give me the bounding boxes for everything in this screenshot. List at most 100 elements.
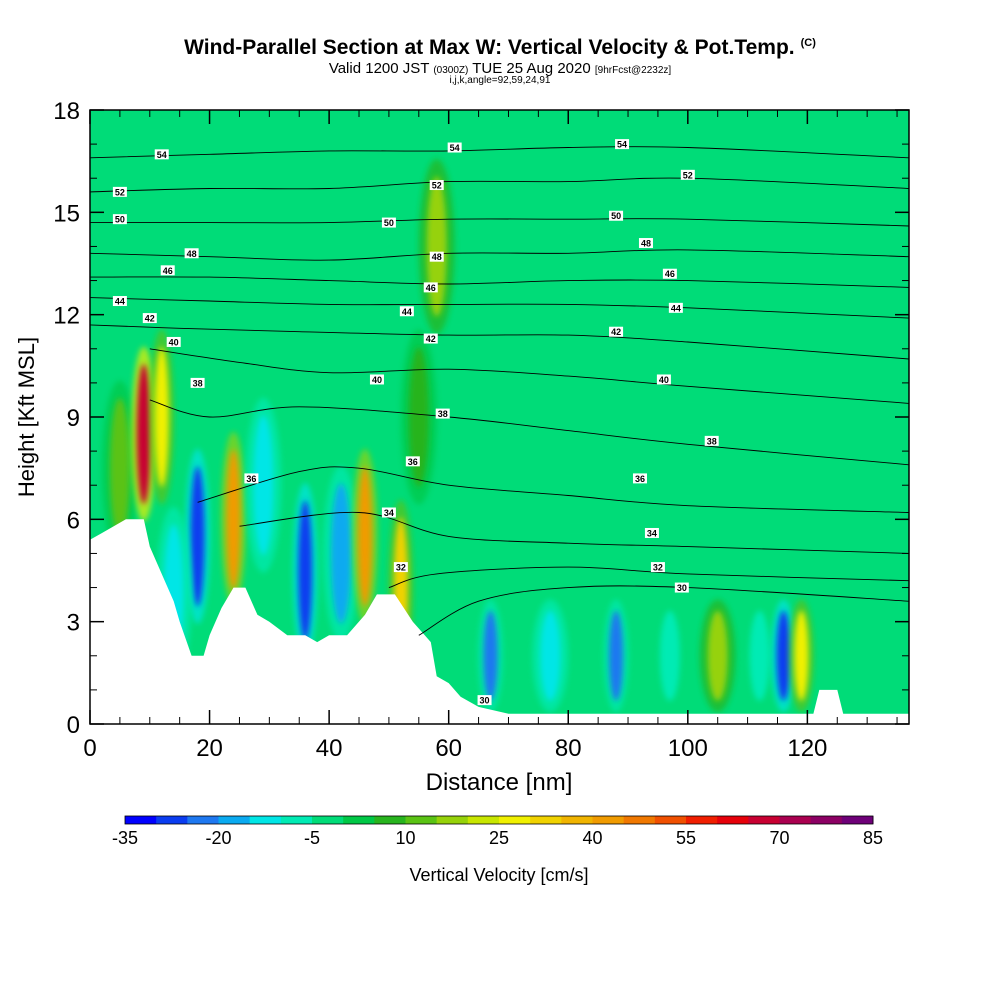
contour-label-box: [190, 377, 205, 388]
colorbar-tick-label: -20: [205, 828, 231, 848]
contour-label: 44: [402, 307, 412, 317]
w-cell: [659, 610, 680, 701]
w-cell: [226, 449, 241, 590]
contour-label-box: [399, 306, 414, 317]
terrain-mask: [90, 519, 909, 724]
contour-label-box: [154, 149, 169, 160]
w-cell: [154, 347, 169, 487]
contour-label: 36: [246, 474, 256, 484]
w-cell: [776, 610, 791, 701]
contour-label: 34: [647, 528, 657, 538]
contour-label-box: [160, 265, 175, 276]
contour-label: 42: [611, 327, 621, 337]
contour-label-box: [381, 507, 396, 518]
contour-label: 30: [480, 696, 490, 706]
colorbar-swatch: [686, 816, 718, 824]
colorbar: -35 -20 -5 10 25 40 55 70 85: [112, 815, 883, 848]
colorbar-swatch: [405, 816, 438, 824]
x-axis-label: Distance [nm]: [426, 769, 573, 796]
colorbar-swatch: [841, 816, 874, 824]
colorbar-tick-label: 25: [489, 828, 509, 848]
x-tick-label: 0: [83, 735, 96, 762]
contour-label-box: [477, 695, 492, 706]
colorbar-tick-label: 10: [395, 828, 415, 848]
contour-label: 34: [384, 508, 394, 518]
contour-label: 40: [372, 375, 382, 385]
w-cell: [707, 610, 728, 701]
x-tick-label: 20: [196, 735, 223, 762]
contour-label: 52: [432, 181, 442, 191]
y-tick-label: 6: [67, 507, 80, 534]
contour-label-box: [184, 248, 199, 259]
colorbar-swatch: [717, 816, 749, 824]
theta-contour-52: [90, 177, 909, 193]
theta-contour-38: [149, 399, 909, 466]
contour-label-box: [447, 142, 462, 153]
valid-zulu: (0300Z): [433, 65, 469, 76]
contour-label: 46: [426, 283, 436, 293]
colorbar-swatch: [374, 816, 406, 824]
contour-label: 44: [671, 303, 681, 313]
contour-label: 30: [677, 583, 687, 593]
colorbar-swatch: [249, 816, 282, 824]
theta-contour-30: [418, 585, 909, 636]
x-tick-label: 120: [787, 735, 827, 762]
contour-label: 42: [426, 334, 436, 344]
w-cell: [298, 500, 313, 641]
w-cell: [109, 398, 130, 539]
contour-label: 48: [432, 252, 442, 262]
x-tick-label: 80: [555, 735, 582, 762]
colorbar-swatch: [810, 816, 843, 824]
w-cell: [190, 466, 205, 607]
contour-labels: 30 30 32 32 34 34 36 36 36 38 38 38 40 40 40 42 42 42 44 44…: [112, 139, 719, 706]
theta-contour-36: [197, 466, 909, 513]
contour-label-box: [662, 268, 677, 279]
contour-label: 32: [653, 563, 663, 573]
y-tick-label: 18: [53, 98, 80, 125]
copyright-mark: (C): [800, 37, 816, 49]
contour-label-box: [142, 313, 157, 324]
w-cell: [426, 176, 447, 317]
x-tick-label: 40: [316, 735, 343, 762]
contour-label: 32: [396, 563, 406, 573]
contour-label-box: [609, 326, 624, 337]
contour-label: 50: [611, 211, 621, 221]
theta-contour-40: [149, 348, 909, 404]
contour-label: 54: [617, 140, 627, 150]
contour-label-box: [668, 302, 683, 313]
contour-label-box: [429, 180, 444, 191]
y-tick-label: 0: [67, 712, 80, 739]
contour-label-box: [381, 217, 396, 228]
contour-label: 54: [157, 150, 167, 160]
contour-label: 52: [683, 170, 693, 180]
contour-label: 42: [145, 314, 155, 324]
w-cell: [253, 415, 274, 556]
theta-contour-32: [388, 566, 909, 589]
valid-date: TUE 25 Aug 2020: [472, 60, 591, 77]
theta-contour-42: [90, 324, 909, 360]
colorbar-swatch: [280, 816, 313, 824]
colorbar-tick-label: 70: [769, 828, 789, 848]
y-tick-label: 3: [67, 610, 80, 637]
contour-label-box: [680, 169, 695, 180]
contour-label-box: [423, 282, 438, 293]
w-cell: [609, 610, 624, 701]
contour-label: 54: [450, 143, 460, 153]
w-cell: [357, 466, 372, 607]
contour-label: 44: [115, 297, 125, 307]
contour-label-box: [405, 456, 420, 467]
contour-label-box: [112, 296, 127, 307]
contour-label-box: [393, 562, 408, 573]
contour-label: 38: [193, 378, 203, 388]
contour-label: 38: [438, 409, 448, 419]
terrain: [90, 519, 909, 724]
theta-contour-34: [239, 511, 909, 554]
contour-label: 48: [641, 239, 651, 249]
grid-index-info: i,j,k,angle=92,59,24,91: [449, 75, 551, 86]
w-cell: [794, 610, 809, 701]
x-tick-label: 100: [668, 735, 708, 762]
colorbar-swatch: [436, 816, 469, 824]
contour-label-box: [615, 139, 630, 150]
colorbar-swatch: [312, 816, 344, 824]
